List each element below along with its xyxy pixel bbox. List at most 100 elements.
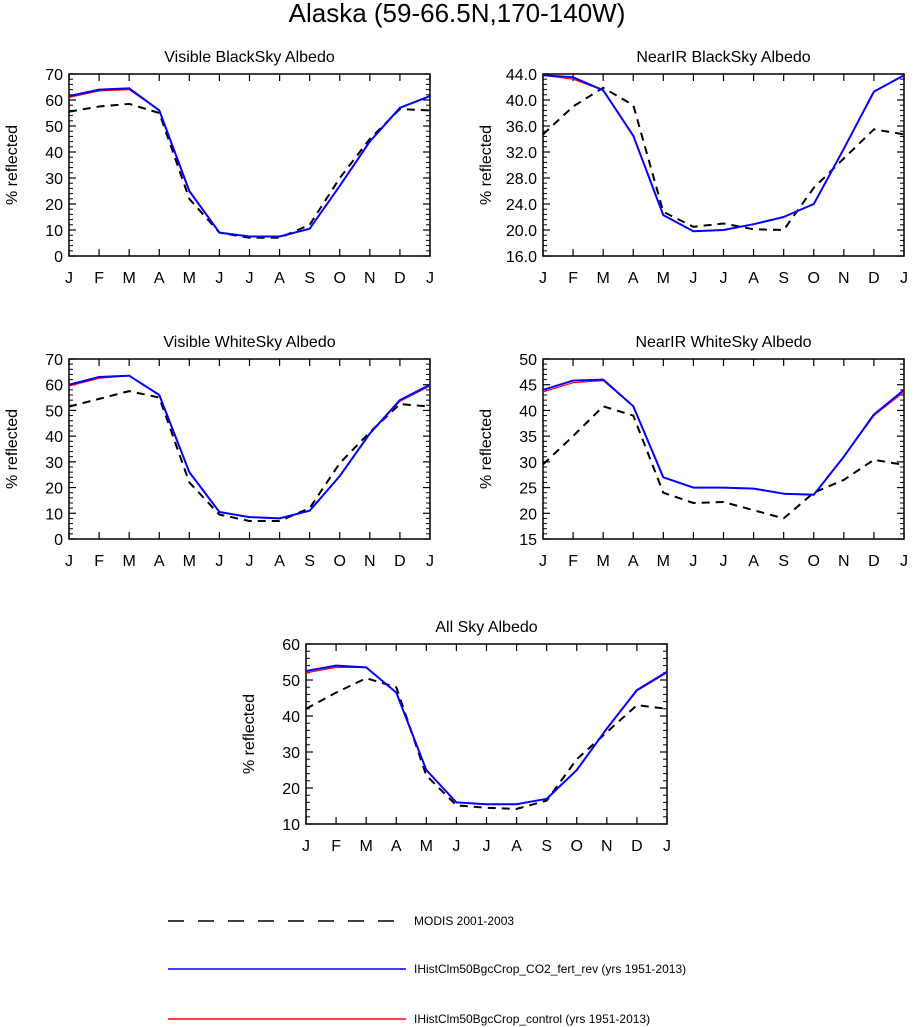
y-tick-label: 10 <box>45 223 63 240</box>
x-tick-label: O <box>334 553 346 570</box>
x-tick-label: S <box>304 270 315 287</box>
y-tick-label: 60 <box>282 637 300 654</box>
y-tick-label: 60 <box>45 378 63 395</box>
x-tick-label: M <box>657 270 670 287</box>
x-tick-label: J <box>246 553 254 570</box>
series-line-control <box>542 380 905 496</box>
y-tick-label: 50 <box>45 119 63 136</box>
y-axis-label: % reflected <box>241 694 258 774</box>
series-line-co2_fert_rev <box>542 378 905 496</box>
x-tick-label: J <box>539 270 547 287</box>
y-tick-label: 30 <box>519 455 537 472</box>
x-tick-label: J <box>720 553 728 570</box>
x-tick-label: D <box>631 838 643 855</box>
series-line-co2_fert_rev <box>68 374 431 520</box>
chart-title: Visible BlackSky Albedo <box>164 49 335 66</box>
x-tick-label: M <box>420 838 433 855</box>
legend: MODIS 2001-2003 IHistClm50BgcCrop_CO2_fer… <box>168 914 686 1026</box>
x-tick-label: O <box>334 270 346 287</box>
plot-frame <box>68 358 431 540</box>
chart-title: NearIR WhiteSky Albedo <box>635 334 811 351</box>
x-tick-label: F <box>94 270 104 287</box>
x-tick-label: M <box>183 270 196 287</box>
x-tick-label: A <box>154 553 165 570</box>
y-tick-label: 20 <box>45 481 63 498</box>
x-tick-label: O <box>571 838 583 855</box>
x-tick-label: J <box>689 553 697 570</box>
x-tick-label: N <box>364 553 376 570</box>
x-tick-label: S <box>778 553 789 570</box>
x-tick-label: D <box>868 553 880 570</box>
series-line-co2_fert_rev <box>542 74 905 233</box>
y-tick-label: 40.0 <box>506 93 537 110</box>
x-tick-label: N <box>838 553 850 570</box>
x-tick-label: O <box>808 270 820 287</box>
x-tick-label: F <box>568 270 578 287</box>
x-tick-label: F <box>331 838 341 855</box>
x-tick-label: J <box>539 553 547 570</box>
y-tick-label: 45 <box>519 378 537 395</box>
y-tick-label: 40 <box>519 403 537 420</box>
x-tick-label: J <box>246 270 254 287</box>
y-tick-label: 36.0 <box>506 119 537 136</box>
chart-title: Visible WhiteSky Albedo <box>163 334 335 351</box>
y-tick-label: 20 <box>45 197 63 214</box>
x-tick-label: M <box>123 270 136 287</box>
x-tick-label: M <box>183 553 196 570</box>
y-tick-label: 10 <box>282 817 300 834</box>
chart-panel: NearIR WhiteSky Albedo % reflected 15 20 25 3… <box>478 334 908 570</box>
chart-panels: Visible BlackSky Albedo % reflected 0 10 20 3… <box>4 49 908 855</box>
x-tick-label: A <box>748 553 759 570</box>
y-tick-label: 50 <box>519 352 537 369</box>
x-tick-label: A <box>154 270 165 287</box>
series-line-modis <box>542 86 905 231</box>
y-tick-label: 0 <box>54 249 63 266</box>
y-axis-label: % reflected <box>478 409 495 489</box>
x-tick-label: N <box>601 838 613 855</box>
x-tick-label: J <box>215 553 223 570</box>
y-tick-label: 44.0 <box>506 67 537 84</box>
y-tick-label: 28.0 <box>506 171 537 188</box>
x-tick-label: J <box>215 270 223 287</box>
x-tick-label: J <box>302 838 310 855</box>
y-axis-label: % reflected <box>478 125 495 205</box>
y-tick-label: 35 <box>519 429 537 446</box>
chart-panel: Visible BlackSky Albedo % reflected 0 10 20 3… <box>4 49 434 287</box>
x-tick-label: F <box>94 553 104 570</box>
x-tick-label: M <box>657 553 670 570</box>
x-tick-label: J <box>426 553 434 570</box>
figure-title: Alaska (59-66.5N,170-140W) <box>289 0 626 28</box>
legend-label: IHistClm50BgcCrop_CO2_fert_rev (yrs 1951… <box>414 962 686 976</box>
plot-frame <box>68 73 431 257</box>
x-tick-label: A <box>274 270 285 287</box>
series-line-control <box>68 375 431 520</box>
x-tick-label: J <box>689 270 697 287</box>
y-tick-label: 20.0 <box>506 223 537 240</box>
y-tick-label: 32.0 <box>506 145 537 162</box>
plot-frame <box>305 643 668 825</box>
x-tick-label: O <box>808 553 820 570</box>
x-tick-label: A <box>628 270 639 287</box>
x-tick-label: N <box>838 270 850 287</box>
y-tick-label: 40 <box>282 709 300 726</box>
x-tick-label: J <box>452 838 460 855</box>
y-tick-label: 70 <box>45 67 63 84</box>
x-tick-label: D <box>394 270 406 287</box>
x-tick-label: A <box>628 553 639 570</box>
x-tick-label: S <box>541 838 552 855</box>
x-tick-label: J <box>900 553 908 570</box>
y-tick-label: 50 <box>282 673 300 690</box>
x-tick-label: M <box>123 553 136 570</box>
x-tick-label: A <box>511 838 522 855</box>
y-tick-label: 60 <box>45 93 63 110</box>
x-tick-label: N <box>364 270 376 287</box>
y-tick-label: 20 <box>519 506 537 523</box>
x-tick-label: J <box>663 838 671 855</box>
x-tick-label: A <box>391 838 402 855</box>
series-line-control <box>305 666 668 805</box>
x-tick-label: A <box>748 270 759 287</box>
y-tick-label: 20 <box>282 781 300 798</box>
x-tick-label: F <box>568 553 578 570</box>
y-tick-label: 24.0 <box>506 197 537 214</box>
